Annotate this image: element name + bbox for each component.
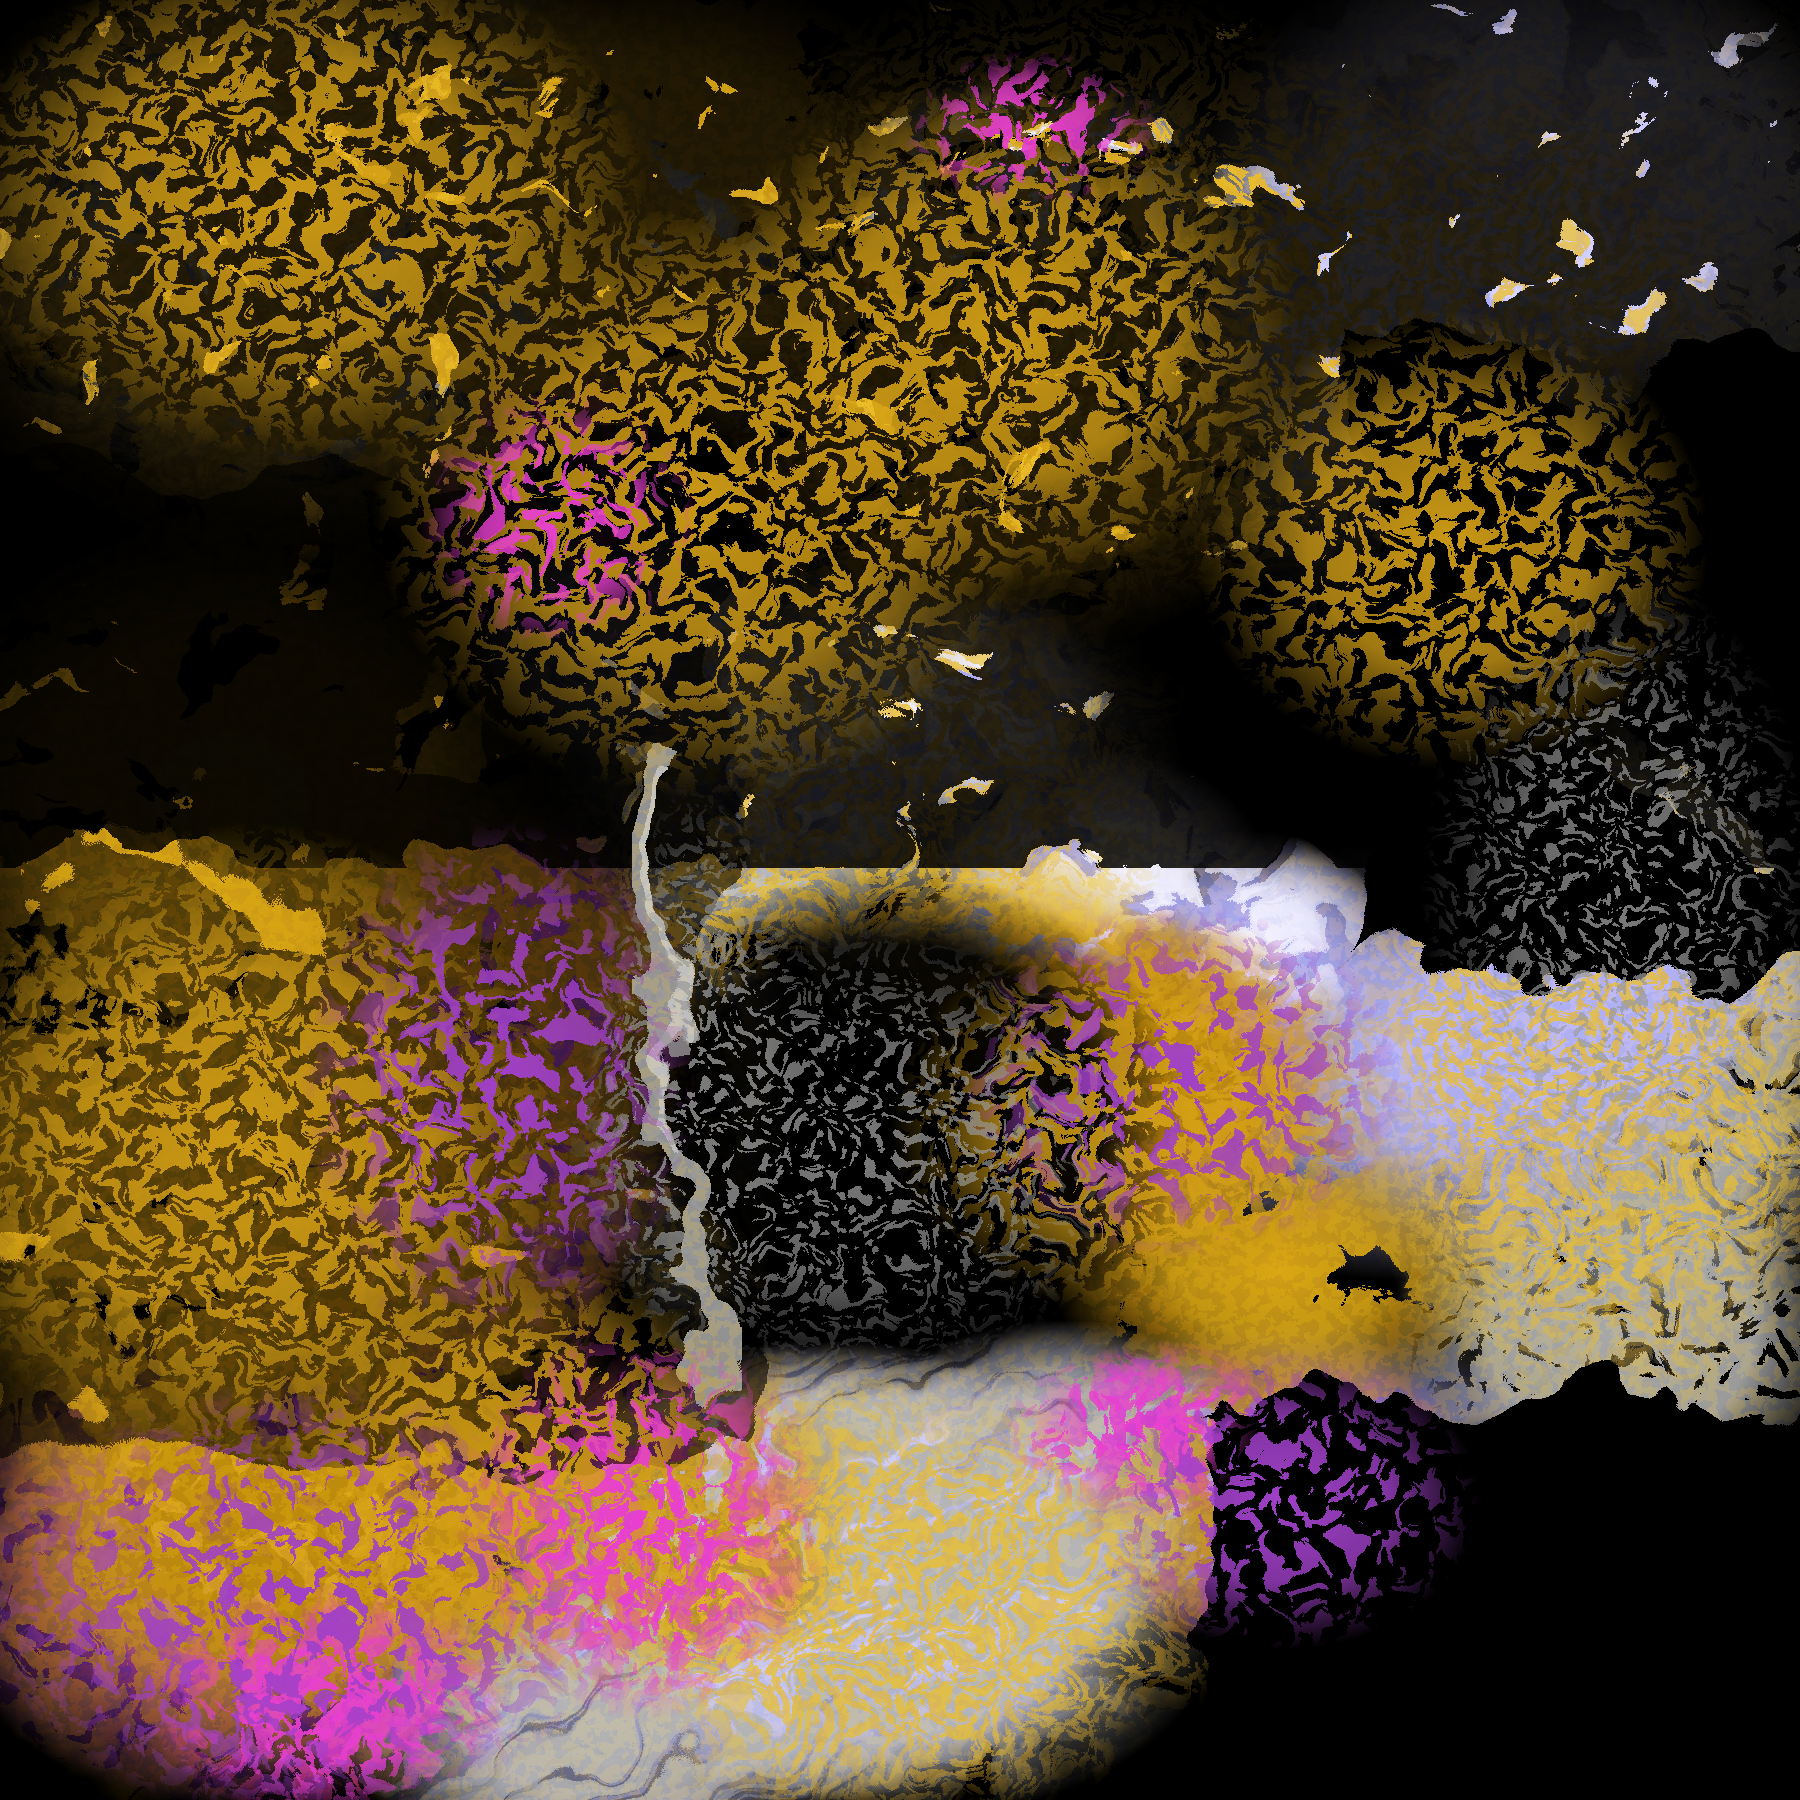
- detail-layer-root: [0, 0, 1800, 1800]
- gray-wisp-filaments: [0, 0, 1800, 1800]
- satellite-false-color-image: Posterized false-color satellite scene f…: [0, 0, 1800, 1800]
